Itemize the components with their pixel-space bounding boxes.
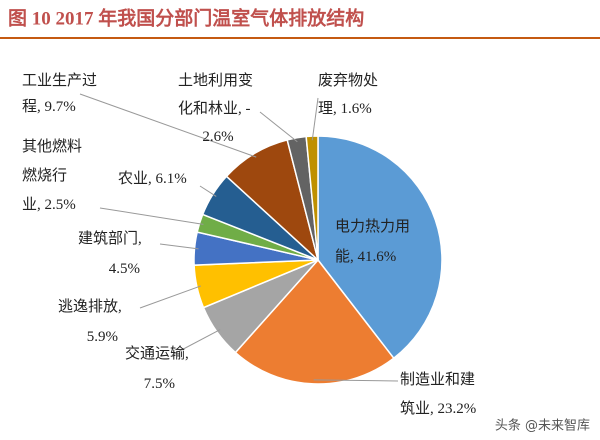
label-line: 业, 2.5% xyxy=(22,196,76,213)
label-line: 4.5% xyxy=(109,261,140,277)
label-line: 燃烧行 xyxy=(22,166,67,184)
slice-label: 废弃物处理, 1.6% xyxy=(318,72,378,117)
label-line: 废弃物处 xyxy=(318,72,378,89)
slice-label: 电力热力用能, 41.6% xyxy=(335,218,410,265)
slice-label: 制造业和建筑业, 23.2% xyxy=(400,371,476,417)
label-line: 化和林业, - xyxy=(178,100,251,117)
label-line: 程, 9.7% xyxy=(22,98,76,115)
leader-line xyxy=(171,329,221,356)
leader-line xyxy=(199,185,217,197)
watermark: 头条 @未来智库 xyxy=(495,418,590,434)
leader-line xyxy=(313,379,399,382)
slice-label: 农业, 6.1% xyxy=(118,170,187,187)
pie-slice xyxy=(234,258,395,385)
label-line: 电力热力用 xyxy=(335,218,410,235)
slice-label: 其他燃料燃烧行业, 2.5% xyxy=(22,137,82,213)
label-line: 建筑部门, xyxy=(78,230,142,247)
label-line: 农业, 6.1% xyxy=(118,170,187,187)
slice-label: 工业生产过程, 9.7% xyxy=(22,72,97,115)
label-line: 2.6% xyxy=(202,129,233,145)
label-line: 理, 1.6% xyxy=(318,101,372,117)
leader-line xyxy=(159,243,199,250)
label-line: 其他燃料 xyxy=(22,137,82,155)
slice-label: 建筑部门, 4.5% xyxy=(78,230,142,277)
pie-slice xyxy=(317,135,443,360)
label-line: 交通运输, xyxy=(125,344,189,362)
leader-line xyxy=(99,207,204,225)
slice-label: 交通运输, 7.5% xyxy=(125,344,189,392)
label-line: 制造业和建 xyxy=(400,371,475,388)
pie-slice xyxy=(305,135,319,261)
leader-line xyxy=(139,285,202,309)
leader-line xyxy=(311,97,319,141)
label-line: 筑业, 23.2% xyxy=(400,400,476,417)
leader-line xyxy=(259,111,298,143)
label-line: 土地利用变 xyxy=(178,72,253,89)
label-line: 5.9% xyxy=(87,329,118,345)
label-line: 7.5% xyxy=(144,376,175,392)
slice-label: 土地利用变化和林业, - 2.6% xyxy=(178,72,253,145)
label-line: 工业生产过 xyxy=(22,72,97,89)
label-line: 能, 41.6% xyxy=(335,248,396,265)
chart-title: 图 10 2017 年我国分部门温室气体排放结构 xyxy=(8,6,364,29)
label-line: 逃逸排放, xyxy=(58,298,122,315)
slice-label: 逃逸排放, 5.9% xyxy=(58,298,122,345)
leader-line xyxy=(79,93,257,158)
